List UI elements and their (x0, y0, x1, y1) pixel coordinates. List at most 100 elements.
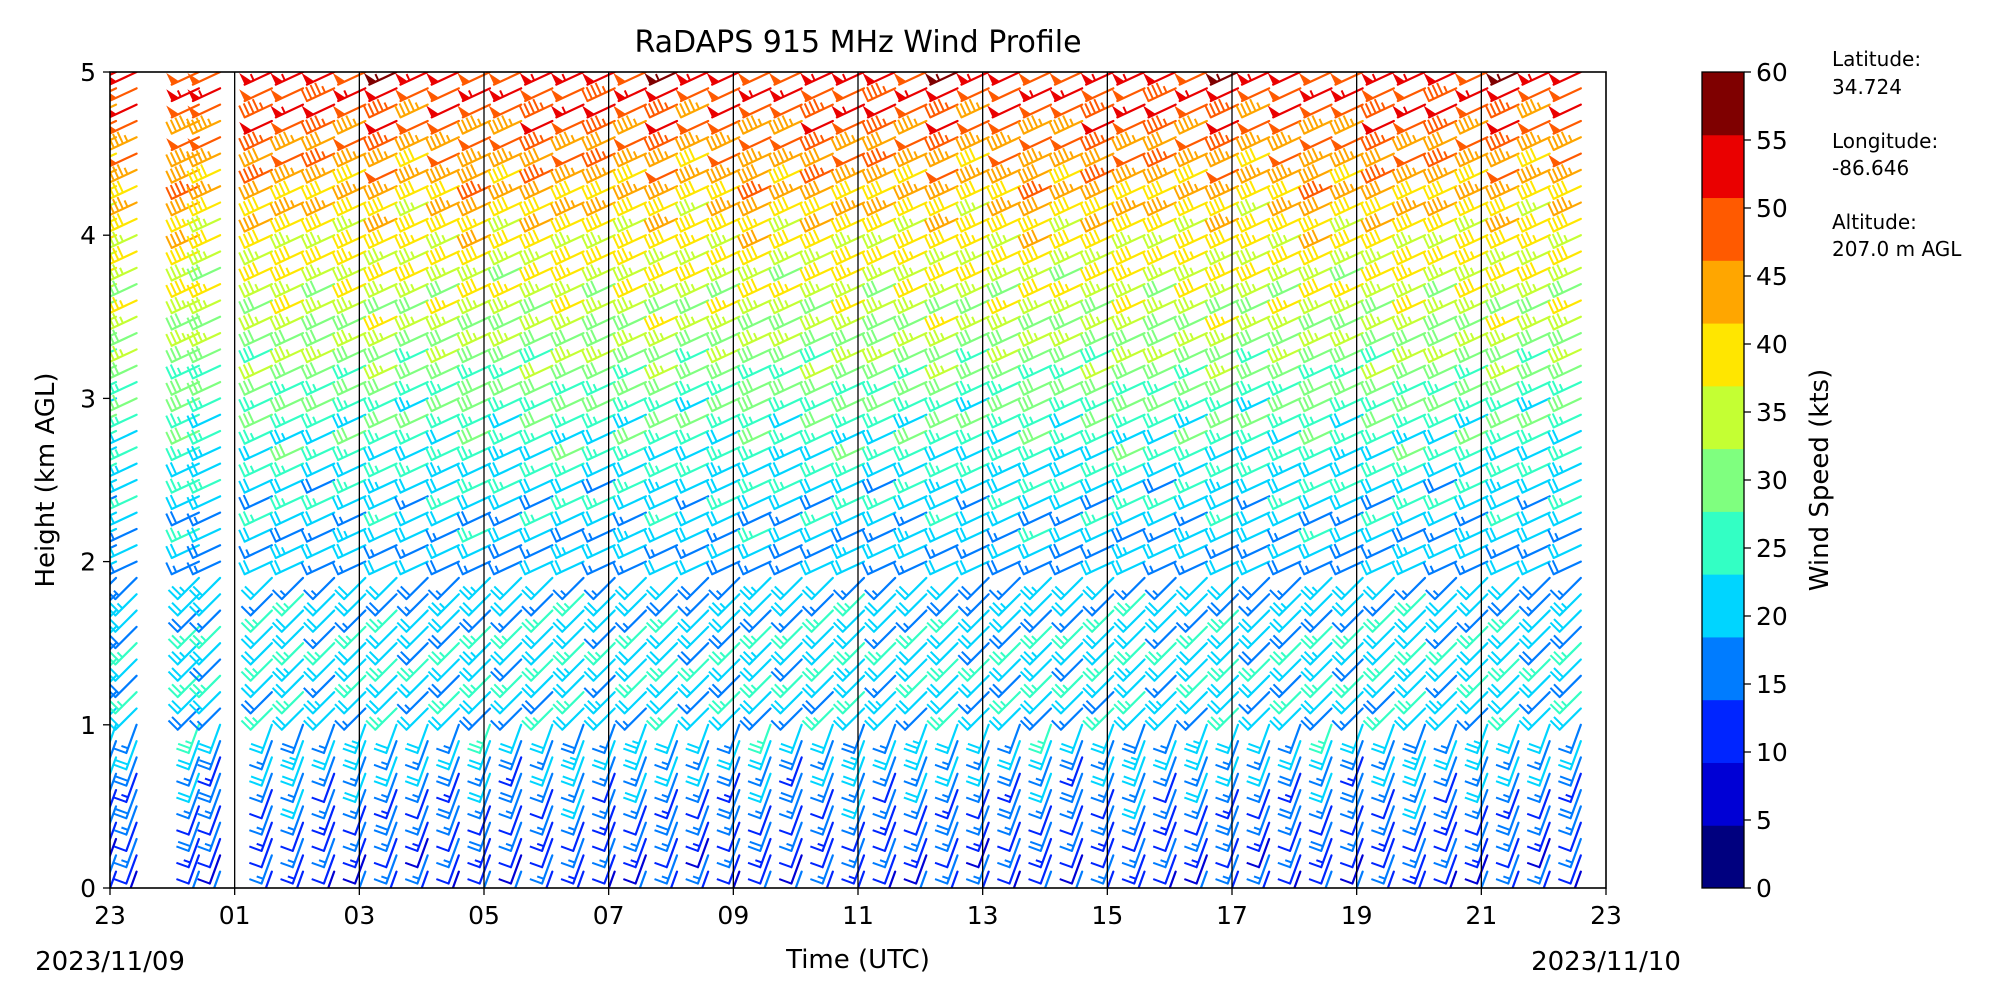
wind-barb (269, 380, 305, 396)
barb-feather (186, 398, 194, 412)
barb-feather (623, 780, 636, 787)
barb-feather (429, 396, 438, 410)
barb-feather (186, 447, 194, 461)
barb-feather (177, 840, 191, 848)
barb-feather (238, 300, 246, 314)
barb-feather (176, 845, 189, 852)
barb-shaft (696, 723, 710, 755)
barb-feather (679, 282, 687, 296)
barb-feather (527, 149, 536, 163)
barb-half-feather (499, 367, 504, 375)
barb-feather (492, 462, 500, 475)
wind-barb (490, 658, 523, 682)
barb-feather (110, 267, 115, 279)
wind-barb (581, 380, 616, 396)
wind-barb (643, 494, 679, 511)
wind-barb (549, 511, 585, 527)
wind-barb (552, 674, 585, 699)
wind-barb (362, 559, 398, 576)
barb-feather (581, 284, 589, 298)
barb-feather (427, 605, 439, 617)
barb-feather (311, 812, 325, 820)
barb-feather (92, 150, 97, 162)
barb-feather (394, 219, 402, 232)
barb-shaft (110, 821, 118, 843)
barb-shaft (794, 870, 803, 888)
barb-feather (652, 313, 660, 326)
wind-barb (677, 674, 710, 699)
barb-half-feather (205, 893, 212, 895)
wind-barb (550, 87, 585, 103)
barb-feather (652, 198, 660, 212)
barb-feather (198, 742, 212, 750)
barb-feather (191, 217, 199, 230)
barb-half-feather (695, 102, 701, 110)
barb-shaft (430, 283, 460, 298)
barb-feather (110, 181, 111, 183)
barb-shaft (125, 740, 138, 771)
barb-shaft (110, 870, 118, 888)
barb-half-feather (570, 167, 576, 175)
barb-half-feather (99, 284, 102, 290)
barb-feather (716, 861, 730, 869)
barb-feather (643, 154, 651, 167)
barb-feather (403, 215, 411, 228)
barb-feather (679, 559, 687, 573)
wind-barb (110, 250, 118, 256)
barb-feather (518, 415, 527, 428)
wind-barb (110, 87, 118, 93)
barb-feather (498, 747, 512, 754)
barb-half-feather (198, 481, 203, 489)
barb-feather (394, 170, 402, 184)
barb-half-feather (499, 432, 504, 440)
barb-feather (683, 166, 691, 179)
barb-half-feather (202, 283, 208, 291)
barb-feather (529, 845, 543, 852)
wind-barb (529, 723, 554, 755)
barb-feather (458, 703, 470, 715)
wind-barb (362, 247, 398, 266)
wind-barb (581, 329, 616, 347)
barb-feather (736, 203, 745, 216)
barb-feather (554, 249, 562, 263)
wind-barb (311, 821, 336, 853)
wind-barb (427, 576, 460, 601)
barb-feather (468, 791, 482, 799)
barb-feather (242, 331, 251, 345)
wind-barb (394, 247, 429, 266)
barb-feather (780, 759, 794, 766)
barb-feather (305, 396, 313, 410)
barb-feather (340, 166, 349, 179)
barb-feather (340, 345, 349, 359)
barb-feather (269, 349, 277, 363)
barb-feather (716, 829, 730, 836)
barb-feather (311, 861, 325, 869)
barb-feather (394, 562, 402, 575)
barb-feather (487, 333, 495, 347)
wind-barb (612, 511, 647, 527)
barb-feather (521, 703, 532, 715)
barb-feather (331, 170, 340, 184)
barb-feather (306, 650, 318, 662)
barb-feather (657, 98, 665, 112)
barb-half-feather (110, 532, 115, 540)
barb-half-feather (686, 73, 691, 81)
barb-feather (427, 638, 439, 649)
barb-feather (331, 186, 340, 200)
wind-barb (167, 642, 201, 666)
wind-barb (674, 296, 710, 315)
barb-feather (616, 200, 625, 214)
barb-shaft (742, 72, 772, 86)
barb-half-feather (628, 332, 634, 340)
barb-feather (165, 366, 173, 379)
barb-feather (88, 103, 93, 115)
barb-feather (195, 117, 203, 130)
barb-feather (340, 247, 349, 261)
barb-feather (456, 398, 464, 412)
barb-feather (652, 100, 660, 114)
wind-barb (768, 560, 803, 576)
barb-feather (429, 364, 438, 377)
wind-barb (249, 723, 273, 755)
barb-feather (590, 313, 598, 326)
barb-feather (367, 396, 375, 410)
